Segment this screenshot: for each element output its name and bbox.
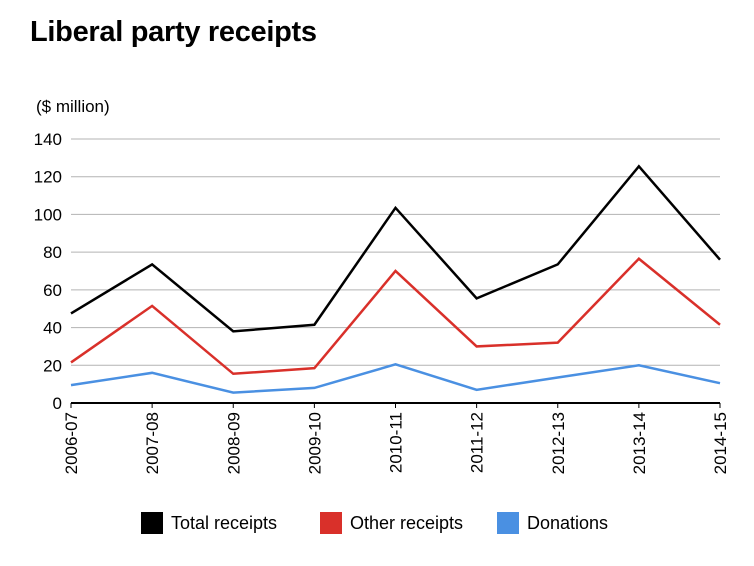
- legend-swatch-total: [141, 512, 163, 534]
- y-tick-label: 120: [34, 168, 62, 187]
- y-tick-label: 100: [34, 205, 62, 224]
- x-tick-label: 2012-13: [549, 412, 568, 474]
- series-lines: [70, 164, 721, 394]
- y-tick-label: 40: [43, 319, 62, 338]
- y-tick-label: 60: [43, 281, 62, 300]
- x-tick-label: 2006-07: [62, 412, 81, 474]
- series-line-donations: [70, 363, 721, 394]
- legend-label-total: Total receipts: [171, 512, 278, 533]
- series-line-total-receipts: [70, 164, 721, 333]
- x-tick-label: 2009-10: [305, 412, 324, 474]
- legend: Total receipts Other receipts Donations: [0, 512, 754, 540]
- legend-swatch-donations: [497, 512, 519, 534]
- y-tick-label: 0: [53, 394, 62, 413]
- x-tick-label: 2010-11: [387, 412, 406, 473]
- legend-swatch-other: [320, 512, 342, 534]
- y-axis-unit-label: ($ million): [36, 97, 110, 116]
- y-axis-ticks: 0 20 40 60 80 100 120 140: [34, 130, 62, 413]
- gridlines: [71, 138, 720, 366]
- legend-item-donations: Donations: [497, 512, 608, 534]
- legend-label-other: Other receipts: [350, 512, 464, 533]
- legend-item-total: Total receipts: [141, 512, 277, 534]
- legend-item-other: Other receipts: [320, 512, 463, 534]
- series-line-other-receipts: [70, 257, 721, 376]
- x-axis-ticks: 2006-07 2007-08 2008-09 2009-10 2010-11 2011-…: [62, 403, 730, 474]
- chart-title: Liberal party receipts: [30, 16, 317, 48]
- x-tick-label: 2007-08: [143, 412, 162, 474]
- x-tick-label: 2014-15: [711, 412, 730, 474]
- x-tick-label: 2013-14: [630, 412, 649, 474]
- y-tick-label: 80: [43, 243, 62, 262]
- x-tick-label: 2008-09: [224, 412, 243, 474]
- y-tick-label: 140: [34, 130, 62, 149]
- legend-label-donations: Donations: [527, 512, 609, 533]
- y-tick-label: 20: [43, 356, 62, 375]
- x-tick-label: 2011-12: [468, 412, 487, 473]
